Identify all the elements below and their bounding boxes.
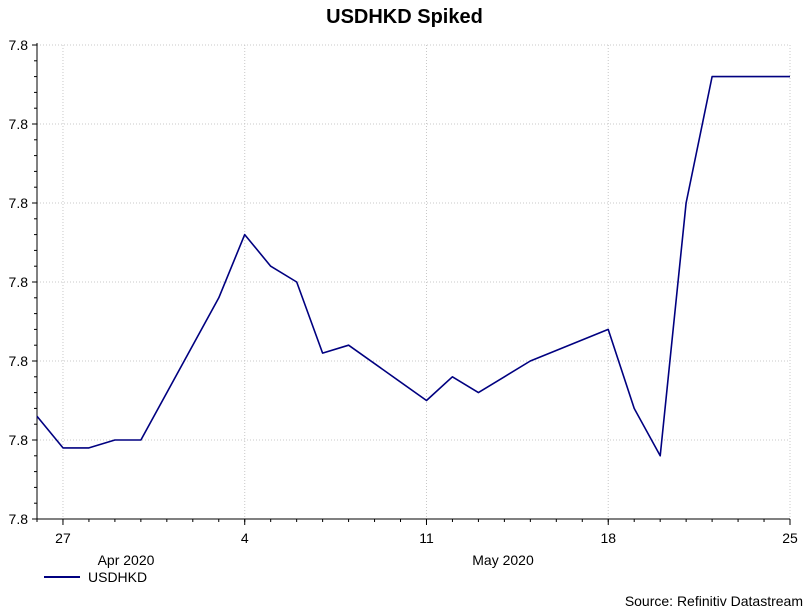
- y-tick-label: 7.8: [9, 511, 29, 527]
- legend: USDHKD: [44, 569, 147, 585]
- x-tick-label: 27: [55, 530, 71, 546]
- x-tick-label: 25: [782, 530, 798, 546]
- legend-swatch-usdhkd: [44, 576, 80, 578]
- source-note: Source: Refinitiv Datastream: [624, 593, 803, 609]
- x-tick-label: 18: [600, 530, 616, 546]
- chart-title: USDHKD Spiked: [326, 6, 483, 28]
- series-group: [36, 75, 791, 457]
- y-tick-label: 7.8: [9, 432, 29, 448]
- y-tick-label: 7.8: [9, 195, 29, 211]
- x-group-label: May 2020: [472, 552, 534, 568]
- x-tick-label: 4: [241, 530, 249, 546]
- x-tick-label: 11: [419, 530, 434, 546]
- y-axis-ticks: 7.8 7.8 7.8 7.8 7.8 7.8 7.8: [9, 37, 37, 527]
- y-tick-label: 7.8: [9, 274, 29, 290]
- y-tick-label: 7.8: [9, 116, 29, 132]
- series-line-usdhkd: [36, 75, 790, 457]
- legend-label-usdhkd: USDHKD: [88, 569, 148, 585]
- axes: [36, 43, 790, 520]
- y-tick-label: 7.8: [9, 353, 29, 369]
- x-axis-ticks: 27 4 11 18 25 Apr 2020 May 2020: [36, 519, 798, 568]
- grid-lines: [37, 44, 791, 520]
- y-tick-label: 7.8: [9, 37, 29, 53]
- x-group-label: Apr 2020: [98, 552, 155, 568]
